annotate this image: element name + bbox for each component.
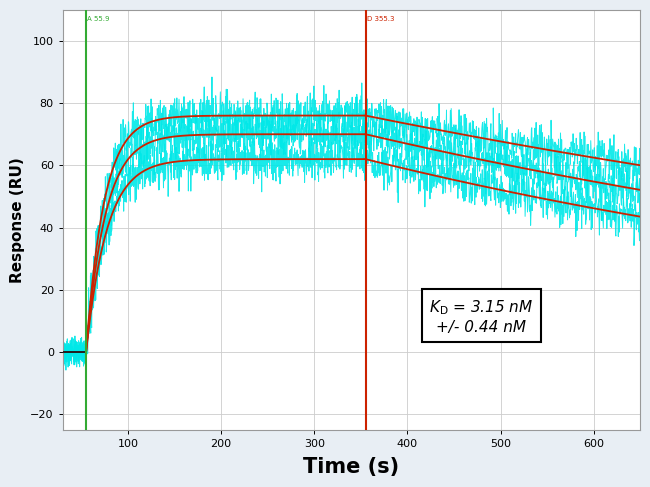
Text: $K_{\mathrm{D}}$ = 3.15 nM
+/- 0.44 nM: $K_{\mathrm{D}}$ = 3.15 nM +/- 0.44 nM xyxy=(429,299,534,335)
X-axis label: Time (s): Time (s) xyxy=(304,457,400,477)
Text: D 355.3: D 355.3 xyxy=(367,16,395,22)
Text: A 55.9: A 55.9 xyxy=(88,16,110,22)
Y-axis label: Response (RU): Response (RU) xyxy=(10,157,25,282)
